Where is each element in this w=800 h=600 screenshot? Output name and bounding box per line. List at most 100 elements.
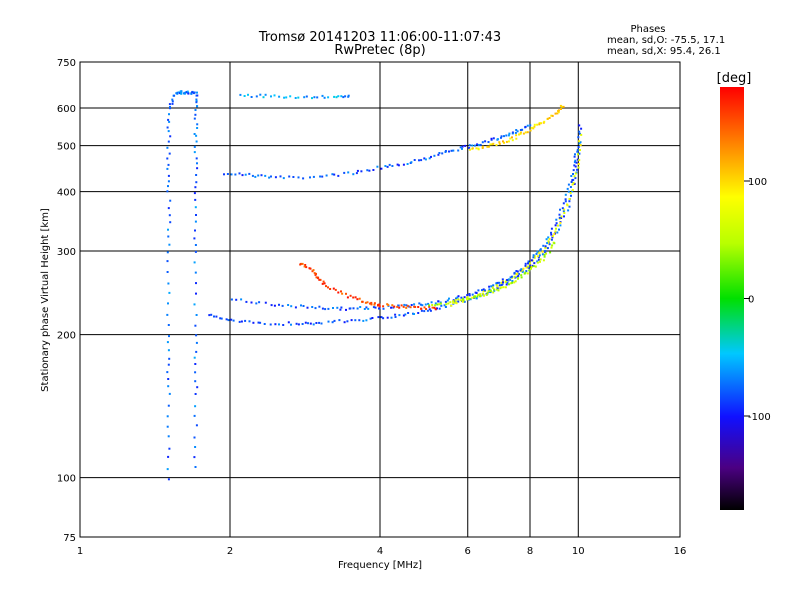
data-point	[303, 96, 306, 99]
data-point	[268, 176, 271, 179]
data-point	[194, 229, 196, 232]
data-point	[436, 303, 439, 306]
data-point	[371, 317, 374, 319]
x-tick-label: 16	[674, 546, 687, 557]
data-point	[309, 176, 311, 179]
data-point	[352, 307, 355, 310]
data-point	[420, 307, 423, 310]
data-point	[168, 447, 171, 450]
data-point	[194, 380, 197, 383]
data-point	[167, 302, 169, 305]
data-point	[323, 282, 326, 285]
data-point	[352, 296, 355, 299]
data-point	[195, 140, 198, 143]
data-point	[501, 278, 504, 281]
data-point	[196, 162, 198, 165]
data-point	[469, 298, 472, 301]
data-point	[482, 290, 485, 293]
data-point	[196, 91, 198, 94]
data-point	[387, 304, 390, 307]
data-point	[543, 253, 546, 256]
data-point	[546, 242, 549, 245]
data-point	[210, 313, 213, 316]
data-point	[366, 169, 369, 172]
data-point	[167, 378, 170, 380]
data-point	[208, 314, 211, 317]
data-point	[333, 95, 336, 98]
data-point	[541, 250, 544, 253]
data-point	[318, 321, 321, 324]
data-point	[269, 323, 272, 326]
data-point	[347, 171, 350, 174]
data-point	[290, 305, 293, 308]
data-point	[428, 305, 431, 308]
data-point	[554, 112, 557, 115]
data-point	[481, 292, 484, 295]
data-point	[193, 436, 196, 439]
data-point	[537, 256, 540, 259]
data-point	[526, 131, 529, 134]
data-point	[527, 265, 530, 268]
data-point	[526, 124, 529, 127]
data-point	[479, 293, 482, 296]
data-point	[466, 294, 469, 297]
data-point	[513, 275, 516, 278]
data-point	[167, 324, 170, 326]
data-point	[368, 169, 371, 172]
data-point	[262, 96, 265, 99]
data-point	[168, 291, 171, 294]
data-point	[171, 100, 174, 103]
plot-frame	[79, 61, 681, 538]
data-point	[166, 425, 169, 428]
data-point	[194, 371, 197, 374]
data-point	[345, 308, 347, 311]
data-point	[516, 272, 519, 275]
data-point	[305, 266, 308, 269]
data-point	[542, 244, 545, 247]
data-point	[560, 217, 563, 219]
data-point	[403, 303, 406, 306]
x-tick-label: 2	[227, 546, 233, 557]
data-point	[372, 169, 375, 171]
data-point	[431, 304, 434, 306]
data-point	[343, 321, 346, 324]
data-point	[407, 312, 410, 314]
data-point	[347, 95, 350, 98]
data-point	[516, 276, 519, 278]
data-point	[410, 161, 413, 164]
data-point	[559, 221, 562, 224]
data-point	[539, 258, 542, 261]
data-point	[363, 308, 366, 310]
data-point	[167, 228, 169, 231]
data-point	[167, 174, 170, 177]
data-point	[537, 258, 540, 261]
data-point	[402, 314, 405, 317]
data-point	[496, 281, 499, 284]
data-point	[195, 424, 198, 427]
data-point	[290, 323, 292, 326]
data-point	[522, 132, 525, 135]
data-point	[503, 141, 505, 144]
data-point	[270, 304, 273, 307]
data-point	[524, 131, 527, 134]
data-point	[461, 297, 464, 300]
data-point	[340, 290, 342, 293]
data-point	[524, 125, 527, 128]
phases-x-stats: mean, sd,X: 95.4, 26.1	[607, 46, 721, 57]
data-point	[378, 307, 381, 309]
data-point	[239, 93, 242, 96]
data-point	[417, 312, 420, 314]
data-point	[502, 281, 504, 284]
data-point	[440, 304, 443, 307]
data-point	[194, 206, 197, 209]
data-point	[372, 306, 375, 309]
data-point	[340, 95, 343, 98]
data-point	[167, 478, 170, 481]
data-point	[510, 275, 513, 278]
data-point	[506, 281, 509, 284]
data-point	[505, 134, 508, 137]
data-point	[468, 293, 471, 295]
data-point	[539, 249, 542, 252]
data-point	[577, 153, 579, 156]
data-point	[530, 259, 533, 262]
